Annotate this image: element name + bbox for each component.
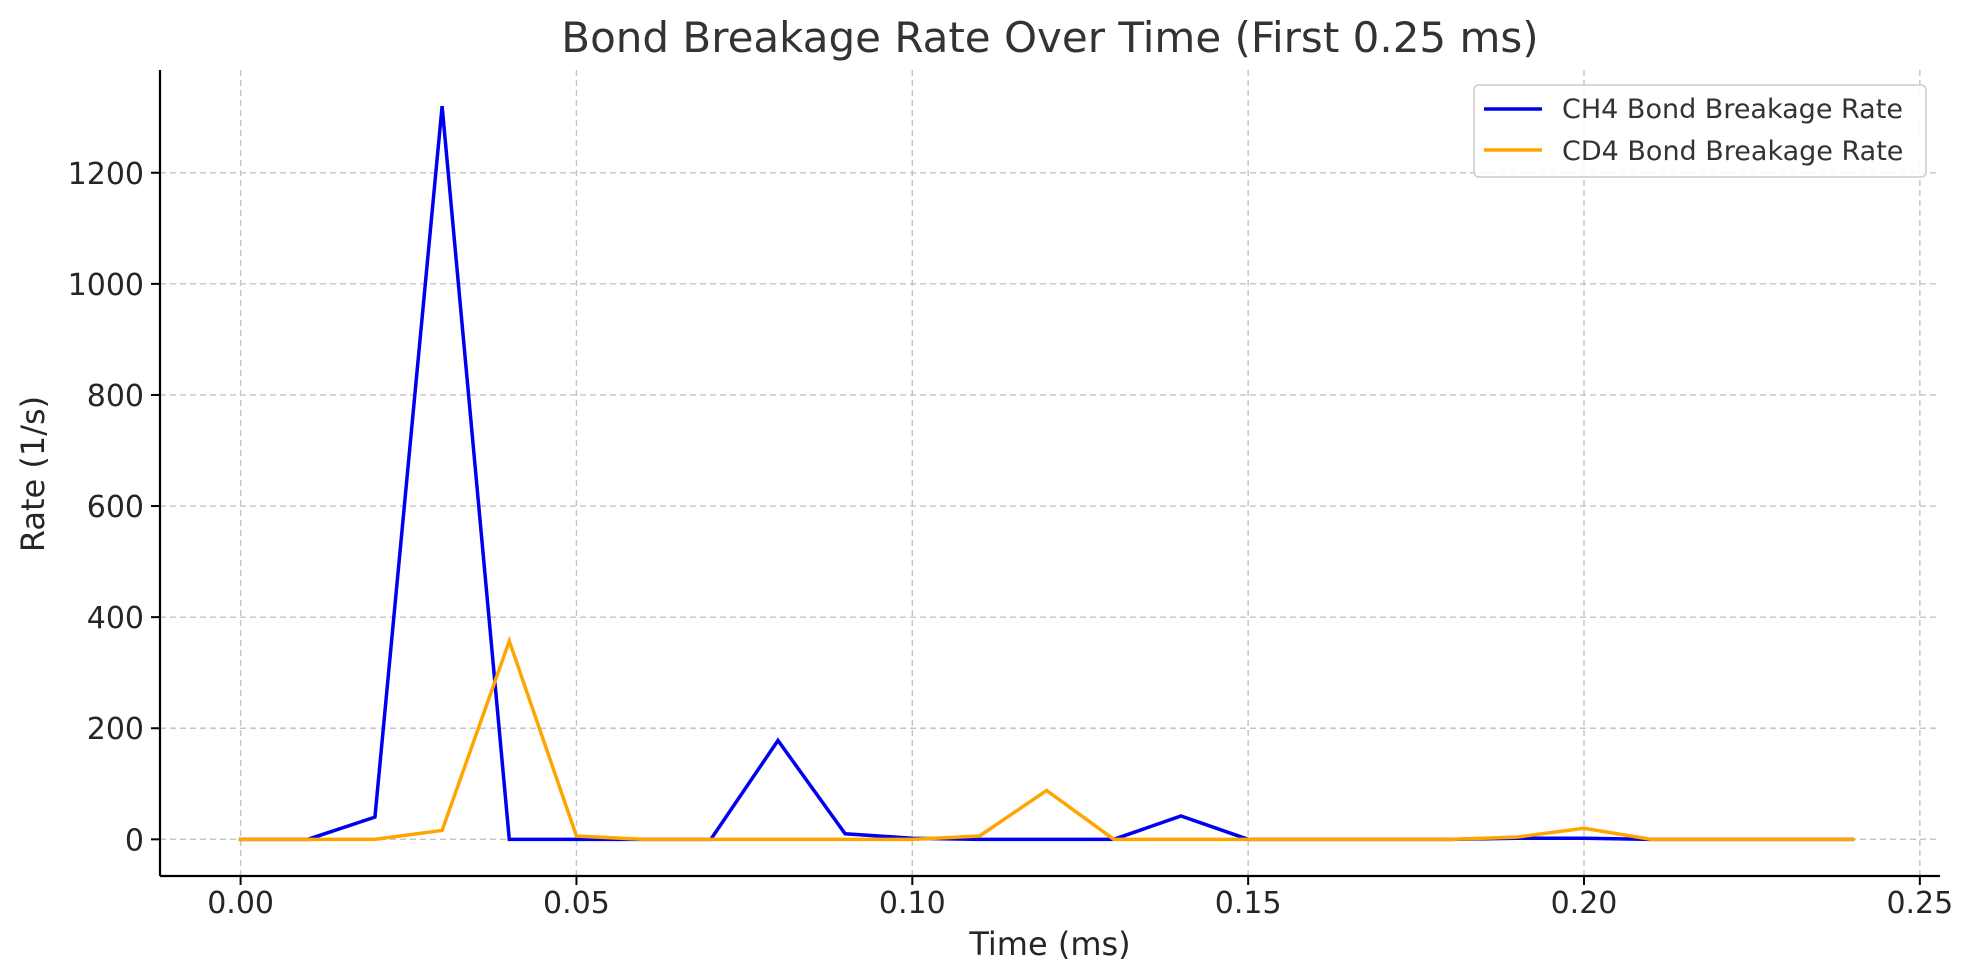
x-ticks: 0.00 0.05 0.10 0.15 0.20 0.25: [207, 876, 1953, 921]
x-tick-label: 0.15: [1215, 886, 1282, 921]
y-tick-label: 200: [87, 712, 144, 747]
legend: CH4 Bond Breakage Rate CD4 Bond Breakage…: [1473, 84, 1927, 178]
axes: [158, 70, 1940, 878]
x-tick-label: 0.05: [543, 886, 610, 921]
y-axis-label: Rate (1/s): [14, 396, 52, 552]
x-tick-label: 0.20: [1551, 886, 1618, 921]
x-tick-label: 0.00: [207, 886, 274, 921]
y-tick-label: 0: [125, 823, 144, 858]
x-tick-label: 0.25: [1886, 886, 1953, 921]
y-tick-label: 800: [87, 379, 144, 414]
x-axis-label: Time (ms): [968, 925, 1130, 963]
x-tick-label: 0.10: [879, 886, 946, 921]
y-tick-label: 1200: [68, 157, 144, 192]
y-tick-label: 400: [87, 601, 144, 636]
y-tick-label: 600: [87, 490, 144, 525]
series-line-ch4: [238, 105, 1855, 842]
legend-frame: [1473, 84, 1927, 178]
legend-label-cd4: CD4 Bond Breakage Rate: [1562, 136, 1903, 167]
series-line-cd4: [238, 635, 1855, 842]
legend-label-ch4: CH4 Bond Breakage Rate: [1562, 94, 1903, 125]
y-tick-label: 1000: [68, 268, 144, 303]
y-ticks: 0 200 400 600 800 1000 1200: [68, 157, 160, 858]
chart-title: Bond Breakage Rate Over Time (First 0.25…: [561, 13, 1538, 62]
series: [238, 105, 1855, 842]
